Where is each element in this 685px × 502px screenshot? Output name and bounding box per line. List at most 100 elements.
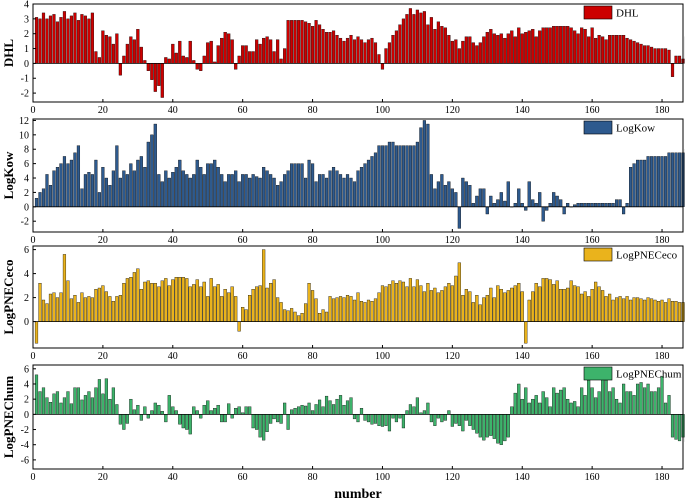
bar-logpnececo-28 xyxy=(129,277,133,322)
bar-logpnechum-53 xyxy=(216,405,220,415)
bar-logpnececo-166 xyxy=(611,299,615,322)
bar-logpnechum-29 xyxy=(132,409,136,415)
bar-logpnechum-45 xyxy=(188,414,192,435)
x-tick-label-dhl: 60 xyxy=(238,105,248,116)
bar-dhl-94 xyxy=(359,39,364,64)
bar-dhl-9 xyxy=(62,11,67,64)
bar-dhl-96 xyxy=(366,39,371,64)
bar-dhl-105 xyxy=(398,24,402,64)
bar-dhl-121 xyxy=(454,39,458,64)
bar-logpnececo-38 xyxy=(164,278,168,322)
bar-logpnececo-85 xyxy=(328,296,332,322)
bar-logpnechum-61 xyxy=(244,406,248,415)
bar-logkow-86 xyxy=(331,167,336,207)
bar-logkow-173 xyxy=(635,159,640,207)
bar-logpnechum-25 xyxy=(118,414,122,425)
bar-logpnechum-153 xyxy=(566,398,570,415)
bar-dhl-23 xyxy=(111,43,115,64)
bar-logpnececo-163 xyxy=(601,290,605,322)
bar-dhl-150 xyxy=(555,26,559,64)
bar-dhl-179 xyxy=(656,48,661,64)
bar-logkow-11 xyxy=(69,159,74,207)
bar-logpnececo-83 xyxy=(321,309,325,322)
bar-dhl-88 xyxy=(338,37,343,64)
bar-dhl-174 xyxy=(639,43,643,64)
bar-logpnechum-166 xyxy=(611,387,615,415)
bar-logkow-22 xyxy=(108,185,112,207)
bar-logpnececo-113 xyxy=(426,283,430,322)
bar-dhl-124 xyxy=(464,36,468,64)
bar-logkow-41 xyxy=(174,167,178,207)
bar-logpnececo-138 xyxy=(513,285,517,322)
bar-logpnechum-34 xyxy=(150,410,154,415)
y-tick-label-logpnechum: 0 xyxy=(24,410,29,421)
bar-logpnechum-112 xyxy=(422,410,426,415)
bar-logpnechum-107 xyxy=(405,410,409,415)
bar-logkow-43 xyxy=(181,170,185,207)
bar-logkow-109 xyxy=(412,145,416,207)
bar-logkow-140 xyxy=(520,203,524,207)
bar-dhl-160 xyxy=(590,27,594,64)
bar-logpnececo-97 xyxy=(370,301,374,322)
bar-logpnececo-160 xyxy=(590,289,594,322)
bar-logpnechum-10 xyxy=(66,391,70,415)
bar-logkow-123 xyxy=(461,177,465,207)
bar-logkow-126 xyxy=(471,203,475,207)
bar-logpnechum-144 xyxy=(534,395,538,415)
bar-logpnececo-112 xyxy=(422,291,426,322)
bar-logpnececo-21 xyxy=(104,291,108,322)
bar-logpnechum-20 xyxy=(101,393,105,415)
bar-logpnececo-27 xyxy=(125,278,129,322)
bar-dhl-74 xyxy=(290,20,294,64)
bar-dhl-27 xyxy=(125,43,129,64)
bar-logpnececo-146 xyxy=(541,278,545,322)
x-tick-label-logpnececo: 140 xyxy=(515,351,530,362)
bar-logpnechum-89 xyxy=(342,405,346,415)
bar-logpnechum-42 xyxy=(178,414,182,425)
bar-dhl-126 xyxy=(471,42,475,64)
bar-logkow-58 xyxy=(234,170,238,207)
x-tick-label-logpnechum: 140 xyxy=(515,472,530,483)
bar-logkow-167 xyxy=(615,199,619,207)
bar-logpnechum-11 xyxy=(69,403,74,415)
bar-logpnececo-50 xyxy=(206,296,210,322)
bar-logpnececo-152 xyxy=(562,289,566,322)
bar-logpnececo-55 xyxy=(223,289,227,322)
bar-logpnececo-127 xyxy=(475,295,479,322)
bar-logpnececo-149 xyxy=(552,284,556,322)
bar-dhl-182 xyxy=(667,49,671,64)
bar-logkow-158 xyxy=(583,203,587,207)
bar-logpnececo-181 xyxy=(663,302,668,322)
y-axis-title-logpnececo: LogPNECeco xyxy=(1,259,16,334)
y-tick-label-logkow: 12 xyxy=(19,116,29,127)
x-tick-label-logpnechum: 160 xyxy=(585,472,600,483)
bar-logkow-95 xyxy=(363,163,367,207)
bar-logpnececo-162 xyxy=(597,286,601,322)
bar-dhl-115 xyxy=(433,29,437,64)
bar-dhl-83 xyxy=(321,29,325,64)
bar-logpnececo-46 xyxy=(192,284,196,322)
bar-logkow-102 xyxy=(387,141,392,207)
bar-logpnechum-162 xyxy=(597,391,601,415)
bar-logpnechum-96 xyxy=(366,414,371,423)
bar-logkow-139 xyxy=(517,188,521,207)
bar-logpnececo-173 xyxy=(635,297,640,322)
bar-dhl-20 xyxy=(101,30,105,64)
bar-dhl-145 xyxy=(538,30,542,64)
bar-logpnechum-180 xyxy=(660,376,664,415)
bar-logkow-124 xyxy=(464,181,468,207)
bar-logpnechum-134 xyxy=(499,414,503,445)
bar-logkow-46 xyxy=(192,174,196,207)
bar-logpnechum-2 xyxy=(38,391,42,415)
bar-logpnececo-42 xyxy=(178,277,182,322)
bar-logpnechum-83 xyxy=(321,406,325,415)
bar-logkow-108 xyxy=(408,145,412,207)
bar-dhl-17 xyxy=(90,12,94,64)
bar-logpnececo-62 xyxy=(248,295,252,322)
bar-dhl-75 xyxy=(293,20,297,64)
bar-logpnechum-18 xyxy=(94,387,98,415)
bar-dhl-87 xyxy=(335,35,339,64)
bar-logpnececo-16 xyxy=(87,296,91,322)
bar-logpnececo-144 xyxy=(534,283,538,322)
bar-logkow-37 xyxy=(160,181,164,207)
